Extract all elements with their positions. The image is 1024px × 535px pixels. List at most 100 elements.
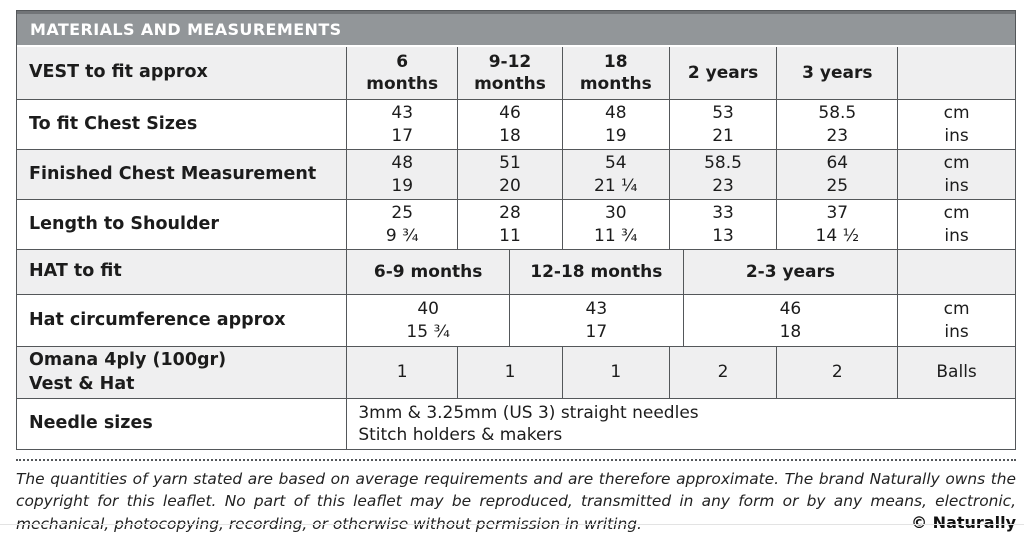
value-ins: 21 ¼ [594, 175, 638, 196]
row-label: Length to Shoulder [29, 213, 219, 234]
row-finished-chest: Finished Chest Measurement 48 19 51 20 5… [17, 149, 1015, 199]
col-header-line: 2 years [687, 62, 759, 83]
value-ins: 17 [391, 125, 414, 146]
value-cell: 25 9 ¾ [346, 200, 457, 249]
value-cm: 33 [712, 203, 734, 224]
col-header-units-empty [897, 250, 1015, 294]
row-label: To fit Chest Sizes [29, 113, 198, 134]
yarn-label: Omana 4ply (100gr) Vest & Hat [17, 347, 346, 398]
value-ins: 14 ½ [815, 225, 860, 246]
value-cm: 54 [604, 153, 627, 174]
units-cell: cm ins [897, 200, 1015, 249]
row-chest-sizes: To fit Chest Sizes 43 17 46 18 48 19 53 … [17, 99, 1015, 149]
brand-copyright: © Naturally [903, 510, 1016, 534]
units-cell: cm ins [897, 100, 1015, 149]
needle-details: 3mm & 3.25mm (US 3) straight needles Sti… [346, 399, 1015, 449]
value-cm: 43 [391, 103, 414, 124]
col-header-3-years: 3 years [776, 47, 897, 99]
row-hat-header: HAT to fit 6-9 months 12-18 months 2-3 y… [17, 249, 1015, 294]
row-label: Finished Chest Measurement [29, 163, 317, 184]
unit-cm: cm [943, 103, 970, 124]
value-cell: 58.5 23 [668, 150, 777, 199]
needle-line2: Stitch holders & makers [358, 425, 563, 445]
row-vest-header: VEST to fit approx 6 months 9-12 months … [17, 47, 1015, 99]
unit-ins: ins [944, 175, 969, 196]
value-ins: 15 ¾ [406, 321, 450, 342]
ball-count: 2 [668, 347, 777, 398]
unit-cm: cm [943, 153, 970, 174]
value-cm: 58.5 [818, 103, 857, 124]
materials-table: MATERIALS AND MEASUREMENTS VEST to fit a… [16, 10, 1016, 450]
value-cm: 48 [391, 153, 414, 174]
value-cell: 58.5 23 [776, 100, 897, 149]
value-ins: 25 [826, 175, 849, 196]
value-ins: 13 [712, 225, 734, 246]
value-cm: 37 [826, 203, 849, 224]
col-header-6-months: 6 months [346, 47, 457, 99]
units-cell: Balls [897, 347, 1015, 398]
value-cell: 64 25 [776, 150, 897, 199]
col-header-units-empty [897, 47, 1015, 99]
row-hat-circumference: Hat circumference approx 40 15 ¾ 43 17 4… [17, 294, 1015, 346]
col-header-line: 6 [396, 51, 409, 72]
table-title: MATERIALS AND MEASUREMENTS [17, 11, 1015, 47]
value-cell: 37 14 ½ [776, 200, 897, 249]
value-cm: 46 [779, 299, 802, 320]
ball-count: 1 [561, 347, 669, 398]
value-ins: 18 [779, 321, 802, 342]
ball-count: 1 [346, 347, 457, 398]
value-cell: 33 13 [668, 200, 777, 249]
unit-ins: ins [944, 125, 969, 146]
col-header-6-9-months: 6-9 months [346, 250, 509, 294]
value-cm: 25 [391, 203, 414, 224]
row-label: Needle sizes [29, 413, 153, 434]
row-label: Hat circumference approx [29, 309, 286, 330]
value-cm: 53 [712, 103, 734, 124]
value-cell: 28 11 [457, 200, 562, 249]
yarn-label-line1: Omana 4ply (100gr) [29, 350, 227, 371]
value-cell: 43 17 [346, 100, 457, 149]
value-ins: 23 [712, 175, 734, 196]
value-ins: 19 [604, 125, 627, 146]
col-header-2-years: 2 years [668, 47, 777, 99]
value-cell: 48 19 [346, 150, 457, 199]
value-ins: 11 ¾ [594, 225, 638, 246]
value-cell: 46 18 [682, 295, 898, 346]
units-cell: cm ins [897, 150, 1015, 199]
value-cell: 53 21 [668, 100, 777, 149]
value-ins: 18 [499, 125, 521, 146]
value-ins: 23 [826, 125, 849, 146]
value-cm: 64 [826, 153, 849, 174]
unit-ins: ins [944, 321, 969, 342]
col-header-line: months [366, 74, 439, 94]
col-header-2-3-years: 2-3 years [682, 250, 898, 294]
unit-cm: cm [943, 203, 970, 224]
row-needle-sizes: Needle sizes 3mm & 3.25mm (US 3) straigh… [17, 398, 1015, 449]
value-ins: 21 [712, 125, 734, 146]
value-cell: 40 15 ¾ [346, 295, 509, 346]
value-cm: 40 [417, 299, 439, 320]
value-cm: 46 [499, 103, 521, 124]
ball-count: 2 [776, 347, 897, 398]
leaflet-sheet: MATERIALS AND MEASUREMENTS VEST to fit a… [16, 10, 1016, 535]
value-cm: 58.5 [704, 153, 742, 174]
col-header-line: months [474, 74, 546, 94]
unit-ins: ins [944, 225, 969, 246]
value-cell: 46 18 [457, 100, 562, 149]
value-cell: 43 17 [509, 295, 683, 346]
col-header-18-months: 18 months [561, 47, 669, 99]
value-cm: 43 [585, 299, 608, 320]
row-length-shoulder: Length to Shoulder 25 9 ¾ 28 11 30 11 ¾ … [17, 199, 1015, 249]
units-cell: cm ins [897, 295, 1015, 346]
page-bottom-rule [0, 524, 1024, 525]
unit-cm: cm [943, 299, 970, 320]
hat-header-label: HAT to fit [29, 261, 122, 282]
value-ins: 20 [499, 175, 521, 196]
value-cm: 28 [499, 203, 521, 224]
ball-count: 1 [457, 347, 562, 398]
value-cm: 30 [604, 203, 627, 224]
col-header-line: 18 [603, 51, 628, 72]
value-ins: 19 [391, 175, 414, 196]
vest-header-label: VEST to fit approx [29, 62, 208, 83]
value-ins: 17 [585, 321, 608, 342]
